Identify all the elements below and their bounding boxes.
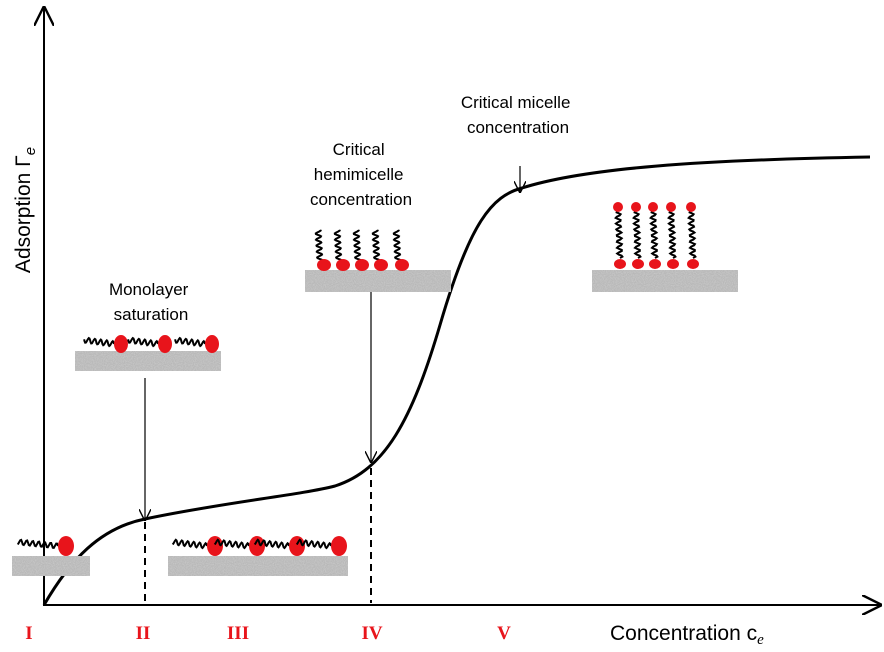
annotation: Monolayer saturation [109, 280, 193, 324]
molecule-head [317, 259, 331, 271]
molecules [18, 202, 699, 556]
molecule-head [374, 259, 388, 271]
surface-texture [592, 270, 738, 292]
molecule-head [114, 335, 128, 353]
annotation-line: concentration [310, 190, 412, 209]
molecule-tail [316, 230, 323, 262]
region-label: V [497, 623, 511, 644]
molecule-tail [669, 212, 676, 258]
annotation: Critical micelle concentration [461, 93, 575, 137]
surface-texture [75, 351, 221, 371]
molecule-head [331, 536, 347, 556]
molecule-tail [394, 230, 401, 262]
molecule-tail [354, 230, 361, 262]
x-axis-label-subscript: e [757, 632, 764, 648]
molecule-head [649, 259, 661, 269]
molecule-tail [84, 338, 114, 346]
molecule-head [336, 259, 350, 271]
y-axis-label-subscript: e [22, 147, 39, 155]
annotation: Critical hemimicelle concentration [310, 140, 412, 209]
annotation-line: saturation [114, 305, 189, 324]
molecule-tail [173, 540, 207, 548]
molecule-head [355, 259, 369, 271]
molecule-head [631, 202, 641, 212]
molecule-tail [373, 230, 380, 262]
diagram: Adsorption Γe Concentration ce I II III … [0, 0, 884, 652]
molecule-tail [175, 338, 205, 346]
molecule-head [667, 259, 679, 269]
annotation-line: Monolayer [109, 280, 189, 299]
surface-texture [305, 270, 451, 292]
molecule-tail [335, 230, 342, 262]
molecule-head [613, 202, 623, 212]
x-axis-label-subscript-text: e [757, 632, 764, 648]
annotation-line: Critical micelle [461, 93, 571, 112]
molecule-tail [689, 212, 696, 258]
x-axis-label: Concentration ce [610, 622, 764, 648]
region-label: III [227, 623, 249, 644]
molecule-tail [18, 540, 58, 548]
molecule-tail [128, 338, 158, 346]
surface-texture [168, 556, 348, 576]
y-axis-label: Adsorption Γe [12, 147, 39, 273]
adsorption-curve [44, 157, 870, 605]
molecule-head [249, 536, 265, 556]
region-label: II [136, 623, 151, 644]
molecule-head [58, 536, 74, 556]
molecule-head [648, 202, 658, 212]
molecule-head [395, 259, 409, 271]
molecule-head [632, 259, 644, 269]
molecule-head [686, 202, 696, 212]
molecule-head [205, 335, 219, 353]
region-label: I [25, 623, 32, 644]
molecule-tail [634, 212, 641, 258]
surface-texture [12, 556, 90, 576]
annotation-line: hemimicelle [314, 165, 404, 184]
molecule-head [158, 335, 172, 353]
annotation-line: concentration [467, 118, 569, 137]
annotation-line: Critical [333, 140, 385, 159]
molecule-head [687, 259, 699, 269]
x-axis-label-main: Concentration c [610, 622, 757, 645]
molecule-head [614, 259, 626, 269]
region-label: IV [361, 623, 382, 644]
molecule-head [666, 202, 676, 212]
y-axis-label-main: Adsorption Γ [12, 155, 35, 273]
molecule-tail [651, 212, 658, 258]
molecule-tail [616, 212, 623, 258]
